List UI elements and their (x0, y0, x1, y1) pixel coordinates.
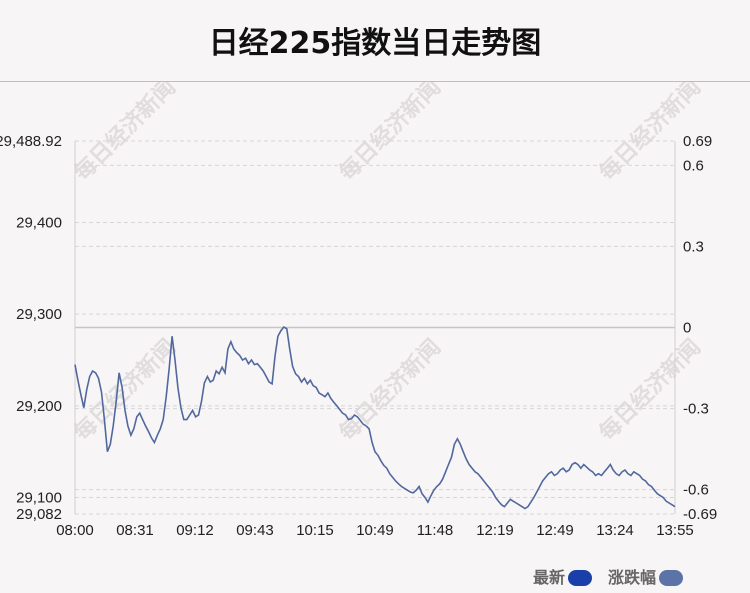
legend-latest-label: 最新 (533, 568, 566, 587)
right-tick-label: -0.69 (683, 506, 717, 523)
x-tick-label: 09:43 (236, 522, 274, 539)
x-tick-label: 12:19 (476, 522, 514, 539)
watermark-text: 每日经济新闻 (594, 334, 706, 446)
left-tick-label: 29,300 (16, 306, 62, 323)
left-tick-label: 29,400 (16, 215, 62, 232)
x-tick-label: 11:48 (417, 522, 453, 539)
left-tick-label: 29,488.92 (0, 133, 62, 150)
right-tick-label: 0.3 (683, 238, 704, 255)
right-tick-label: -0.3 (683, 401, 709, 418)
x-axis-ticks: 08:00 08:31 09:12 09:43 10:15 10:49 11:48 12:19… (56, 522, 694, 539)
x-tick-label: 10:15 (296, 522, 334, 539)
left-tick-label: 29,200 (16, 398, 62, 415)
x-tick-label: 08:00 (56, 522, 94, 539)
legend-change: 涨跌幅 (608, 564, 684, 588)
watermark-text: 每日经济新闻 (334, 82, 446, 186)
x-tick-label: 13:24 (596, 522, 634, 539)
axes (74, 141, 676, 514)
grid-lines (75, 140, 675, 515)
x-tick-label: 12:49 (536, 522, 574, 539)
legend-latest-swatch (568, 570, 593, 586)
legend-change-label: 涨跌幅 (608, 568, 657, 587)
x-tick-label: 09:12 (176, 522, 214, 539)
right-tick-label: 0.69 (683, 133, 712, 150)
x-tick-label: 10:49 (356, 522, 394, 539)
left-tick-label: 29,082 (16, 506, 62, 523)
watermark-text: 每日经济新闻 (69, 82, 181, 186)
legend-change-swatch (659, 570, 684, 586)
legend-latest: 最新 (533, 564, 593, 588)
right-axis-ticks: 0.69 0.6 0.3 0 -0.3 -0.6 -0.69 (683, 133, 717, 523)
x-tick-label: 08:31 (116, 522, 154, 539)
left-tick-label: 29,100 (16, 490, 62, 507)
right-tick-label: -0.6 (683, 482, 709, 499)
watermark-text: 每日经济新闻 (334, 334, 446, 446)
x-tick-label: 13:55 (656, 522, 694, 539)
right-tick-label: 0 (683, 320, 691, 337)
series-line (74, 325, 676, 510)
title-divider (0, 81, 750, 82)
right-tick-label: 0.6 (683, 157, 704, 174)
chart-title: 日经225指数当日走势图 (208, 26, 542, 61)
